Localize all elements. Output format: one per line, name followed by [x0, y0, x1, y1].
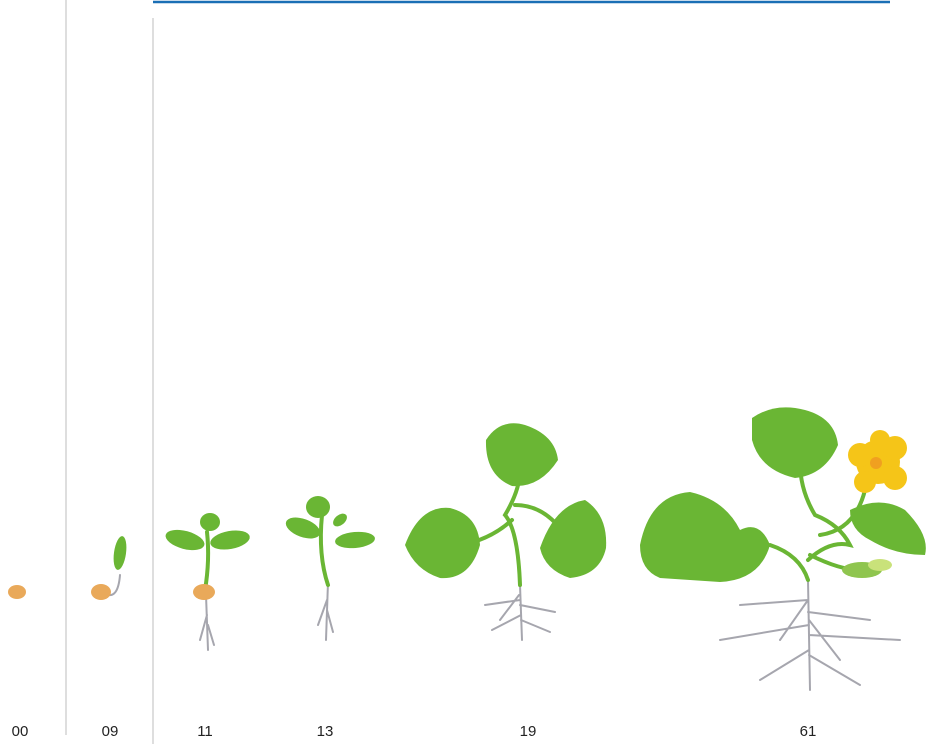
stage-label: 11 [197, 723, 213, 740]
stage-label: 09 [102, 723, 119, 740]
stage-00-seed [8, 585, 26, 599]
stage-label: 00 [12, 723, 29, 740]
stage-61-flowering-plant [640, 407, 926, 690]
stage-label: 13 [317, 723, 334, 740]
stage-label: 19 [520, 723, 537, 740]
stage-13-plant [283, 496, 376, 640]
growth-stages: 00 09 11 13 19 61 [0, 0, 939, 744]
stage-09-germination [91, 535, 128, 600]
page: 00 09 11 13 19 61 (() => { const data = … [0, 0, 939, 744]
stage-11-plant [163, 513, 251, 650]
stage-19-plant [405, 423, 606, 640]
stage-label: 61 [800, 723, 817, 740]
